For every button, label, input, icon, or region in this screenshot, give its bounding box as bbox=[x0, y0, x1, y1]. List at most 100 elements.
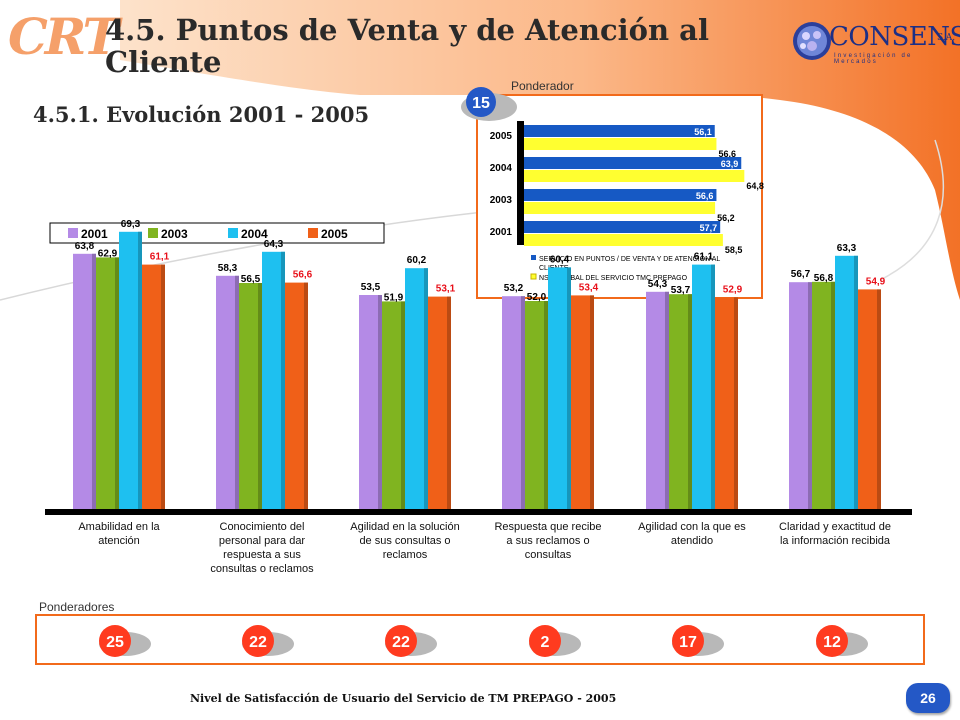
bar-2003-5 bbox=[812, 281, 835, 509]
legend-label-2004: 2004 bbox=[241, 227, 268, 241]
bar-2005-0 bbox=[142, 264, 165, 509]
data-label-2005-2: 53,1 bbox=[436, 284, 456, 295]
ponderador-badge-4 bbox=[672, 625, 704, 657]
bar-side-2005-1 bbox=[304, 282, 308, 509]
bar-2001-4 bbox=[646, 291, 669, 509]
bar-2003-2 bbox=[382, 301, 405, 509]
footer-text: Nivel de Satisfacción de Usuario del Ser… bbox=[190, 692, 617, 705]
category-label-line: personal para dar bbox=[218, 535, 306, 547]
category-label-line: Agilidad en la solución bbox=[350, 521, 460, 533]
inset-bar-1-2005 bbox=[524, 138, 717, 150]
inset-value-0-2003: 56,6 bbox=[696, 191, 714, 201]
inset-value-1-2003: 56,2 bbox=[717, 213, 735, 223]
ponderador-value-1: 22 bbox=[249, 634, 267, 651]
brand-suffix: S.A. bbox=[937, 33, 956, 43]
inset-bar-0-2005 bbox=[524, 125, 715, 137]
data-label-2004-0: 69,3 bbox=[121, 219, 141, 230]
ponderador-badge bbox=[466, 87, 496, 117]
ponderador-value-2: 22 bbox=[392, 634, 410, 651]
data-label-2003-3: 52,0 bbox=[527, 292, 547, 303]
data-label-2003-1: 56,5 bbox=[241, 274, 261, 285]
category-label-line: Claridad y exactitud de bbox=[779, 521, 891, 533]
ponderador-value-5: 12 bbox=[823, 634, 841, 651]
inset-bar-0-2004 bbox=[524, 157, 742, 169]
x-axis-baseline bbox=[45, 509, 912, 515]
bar-side-2004-0 bbox=[138, 231, 142, 510]
data-label-2001-0: 63,8 bbox=[75, 241, 95, 252]
inset-legend-swatch-0 bbox=[531, 255, 536, 260]
legend-label-2005: 2005 bbox=[321, 227, 348, 241]
data-label-2005-1: 56,6 bbox=[293, 270, 313, 281]
bar-side-2004-5 bbox=[854, 255, 858, 509]
ponderador-value-0: 25 bbox=[106, 634, 124, 651]
ponderador-badge-3 bbox=[529, 625, 561, 657]
bar-side-2005-2 bbox=[447, 296, 451, 509]
category-label-line: Amabilidad en la bbox=[78, 521, 160, 533]
bar-2004-4 bbox=[692, 264, 715, 509]
inset-legend-swatch-1 bbox=[530, 273, 537, 280]
consenso-globe-icon bbox=[793, 22, 831, 60]
data-label-2005-3: 53,4 bbox=[579, 282, 599, 293]
bar-side-2001-4 bbox=[665, 291, 669, 509]
bar-2005-1 bbox=[285, 282, 308, 509]
bar-side-2001-2 bbox=[378, 295, 382, 509]
page-subtitle: 4.5.1. Evolución 2001 - 2005 bbox=[33, 102, 370, 127]
ponderador-value-4: 17 bbox=[679, 634, 697, 651]
ponderador-badge-1 bbox=[242, 625, 274, 657]
bar-side-2003-2 bbox=[401, 301, 405, 509]
main-bar-chart: 2001 2003 2004 2005 63,862,9 69,3 61,1 58,356,5… bbox=[45, 219, 912, 515]
bar-2004-2 bbox=[405, 268, 428, 509]
category-label-line: Conocimiento del bbox=[219, 521, 305, 533]
bar-2004-1 bbox=[262, 251, 285, 510]
inset-value-0-2005: 56,1 bbox=[694, 127, 712, 137]
bar-side-2003-0 bbox=[115, 257, 119, 509]
inset-value-0-2004: 63,9 bbox=[721, 159, 739, 169]
bar-side-2001-1 bbox=[235, 275, 239, 509]
bar-side-2004-1 bbox=[281, 251, 285, 510]
legend-swatch-2005 bbox=[308, 228, 318, 238]
brand-tagline: Investigación de Mercados bbox=[834, 53, 913, 65]
bar-2003-3 bbox=[525, 301, 548, 509]
data-label-2001-3: 53,2 bbox=[504, 283, 524, 294]
bar-side-2001-3 bbox=[521, 296, 525, 509]
bar-2005-3 bbox=[571, 295, 594, 509]
data-label-2001-5: 56,7 bbox=[791, 269, 811, 280]
bar-2001-0 bbox=[73, 253, 96, 509]
data-label-2005-5: 54,9 bbox=[866, 276, 886, 287]
data-label-2003-0: 62,9 bbox=[98, 248, 118, 259]
bar-2005-2 bbox=[428, 296, 451, 509]
inset-axis bbox=[517, 121, 524, 245]
category-label-0: Amabilidad en la atención bbox=[49, 520, 189, 548]
category-label-line: Respuesta que recibe bbox=[494, 521, 602, 533]
category-label-line: consultas bbox=[524, 549, 572, 561]
bar-2003-4 bbox=[669, 294, 692, 509]
category-label-line: la información recibida bbox=[779, 535, 891, 547]
bar-side-2005-3 bbox=[590, 295, 594, 509]
bar-side-2005-0 bbox=[161, 264, 165, 509]
bar-side-2003-5 bbox=[831, 281, 835, 509]
inset-value-1-2005: 56,6 bbox=[718, 149, 736, 159]
data-label-2005-4: 52,9 bbox=[723, 284, 743, 295]
bar-2003-0 bbox=[96, 257, 119, 509]
data-label-2004-3: 60,4 bbox=[550, 254, 570, 265]
legend-label-2001: 2001 bbox=[81, 227, 108, 241]
bar-2004-0 bbox=[119, 231, 142, 510]
data-label-2005-0: 61,1 bbox=[150, 252, 170, 263]
bar-2001-3 bbox=[502, 296, 525, 509]
category-label-line: a sus reclamos o bbox=[506, 535, 590, 547]
bar-side-2005-4 bbox=[734, 297, 738, 509]
bar-side-2001-5 bbox=[808, 282, 812, 509]
bar-2005-4 bbox=[715, 297, 738, 509]
data-label-2003-5: 56,8 bbox=[814, 273, 834, 284]
inset-bar-0-2001 bbox=[524, 221, 721, 233]
category-label-line: atención bbox=[98, 535, 140, 547]
data-label-2003-4: 53,7 bbox=[671, 285, 691, 296]
bar-side-2004-4 bbox=[711, 264, 715, 509]
bar-2004-5 bbox=[835, 255, 858, 509]
category-label-line: Agilidad con la que es bbox=[638, 521, 746, 533]
bar-2001-5 bbox=[789, 282, 812, 509]
inset-value-1-2004: 64,8 bbox=[746, 181, 764, 191]
ponderador-value-3: 2 bbox=[541, 634, 550, 651]
bar-side-2003-1 bbox=[258, 283, 262, 509]
data-label-2001-2: 53,5 bbox=[361, 282, 381, 293]
